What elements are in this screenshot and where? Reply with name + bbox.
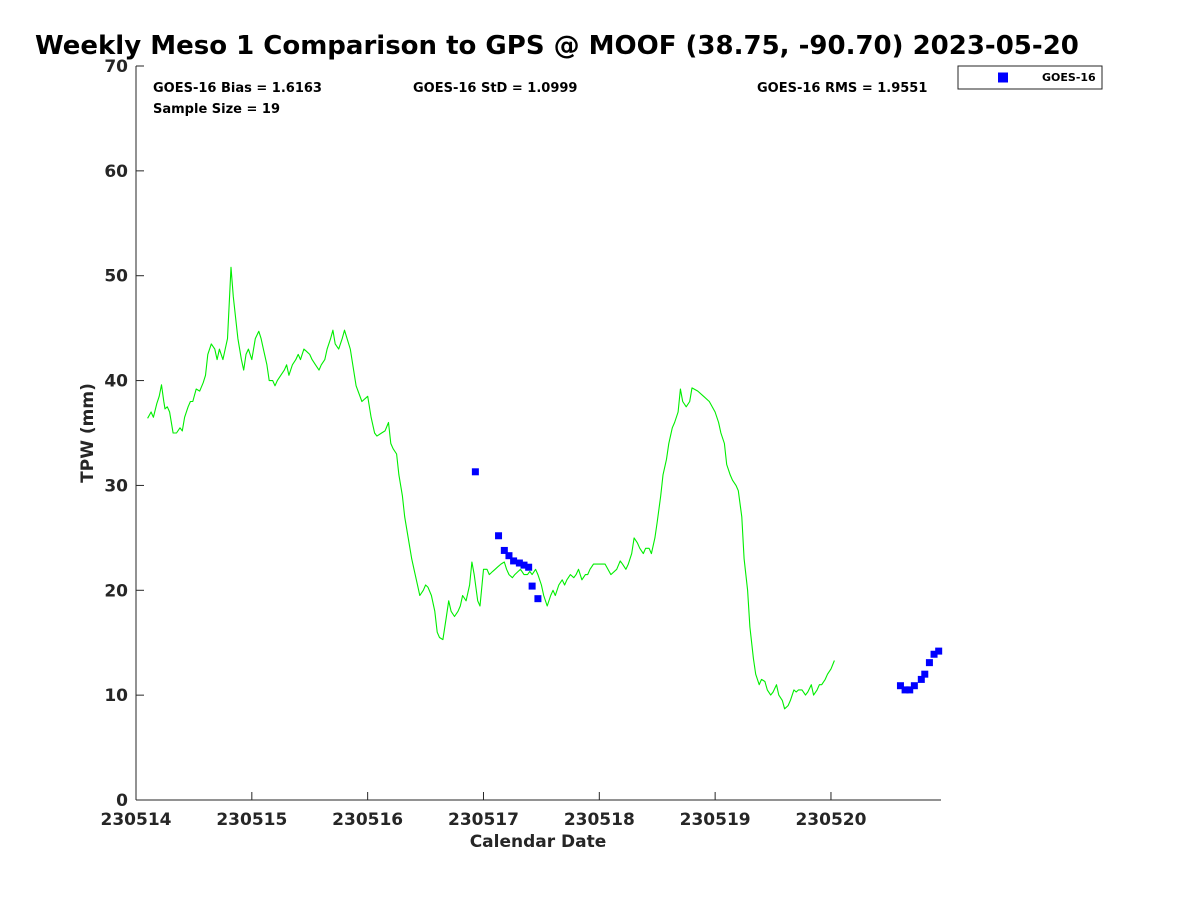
- x-tick-label: 230514: [101, 810, 172, 830]
- goes16-point: [901, 686, 909, 694]
- y-tick-label: 30: [104, 476, 128, 496]
- y-tick-label: 0: [116, 791, 128, 811]
- x-tick-label: 230517: [448, 810, 519, 830]
- x-axis-label: Calendar Date: [470, 832, 607, 852]
- goes16-point: [921, 670, 929, 678]
- stat-bias: GOES-16 Bias = 1.6163: [153, 81, 322, 96]
- y-tick-label: 10: [104, 686, 128, 706]
- goes16-point: [520, 561, 528, 569]
- stat-rms: GOES-16 RMS = 1.9551: [757, 81, 927, 96]
- chart-title: Weekly Meso 1 Comparison to GPS @ MOOF (…: [35, 31, 1079, 61]
- goes16-point: [471, 468, 479, 476]
- y-tick-label: 20: [104, 581, 128, 601]
- stats-box: GOES-16 Bias = 1.6163 GOES-16 StD = 1.09…: [153, 81, 927, 117]
- legend-box: [957, 65, 1103, 90]
- goes16-point: [930, 650, 938, 658]
- goes-series: [471, 468, 943, 694]
- goes16-point: [515, 559, 523, 567]
- goes16-point: [906, 686, 914, 694]
- goes16-point: [495, 532, 503, 540]
- plot-area: [135, 66, 941, 801]
- y-ticks: 0 10 20 30 40 50 60 70: [104, 57, 144, 811]
- plot-background: [136, 66, 941, 800]
- gps-series: [147, 266, 835, 710]
- legend: GOES-16: [957, 65, 1103, 90]
- goes16-point: [534, 595, 542, 603]
- goes16-point: [500, 546, 508, 554]
- x-tick-label: 230520: [795, 810, 866, 830]
- stat-sample-size: Sample Size = 19: [153, 102, 280, 117]
- goes16-point: [505, 552, 513, 560]
- y-tick-label: 50: [104, 267, 128, 287]
- y-axis-label: TPW (mm): [78, 383, 98, 483]
- goes16-point: [528, 582, 536, 590]
- x-tick-label: 230519: [680, 810, 751, 830]
- goes16-point: [935, 647, 943, 655]
- goes16-point: [896, 682, 904, 690]
- y-tick-label: 70: [104, 57, 128, 77]
- goes16-point: [910, 682, 918, 690]
- legend-label-goes16: GOES-16: [1042, 71, 1096, 84]
- legend-marker-goes16: [998, 72, 1008, 83]
- goes16-point: [510, 557, 518, 565]
- x-tick-label: 230515: [216, 810, 287, 830]
- gps-tpw-line: [147, 266, 835, 710]
- y-tick-label: 60: [104, 162, 128, 182]
- goes16-point: [917, 675, 925, 683]
- x-tick-label: 230516: [332, 810, 403, 830]
- x-tick-label: 230518: [564, 810, 635, 830]
- goes16-point: [525, 563, 533, 571]
- x-ticks: 230514 230515 230516 230517 230518 230519 2305…: [101, 792, 867, 830]
- stat-std: GOES-16 StD = 1.0999: [413, 81, 577, 96]
- goes16-point: [925, 659, 933, 667]
- y-tick-label: 40: [104, 372, 128, 392]
